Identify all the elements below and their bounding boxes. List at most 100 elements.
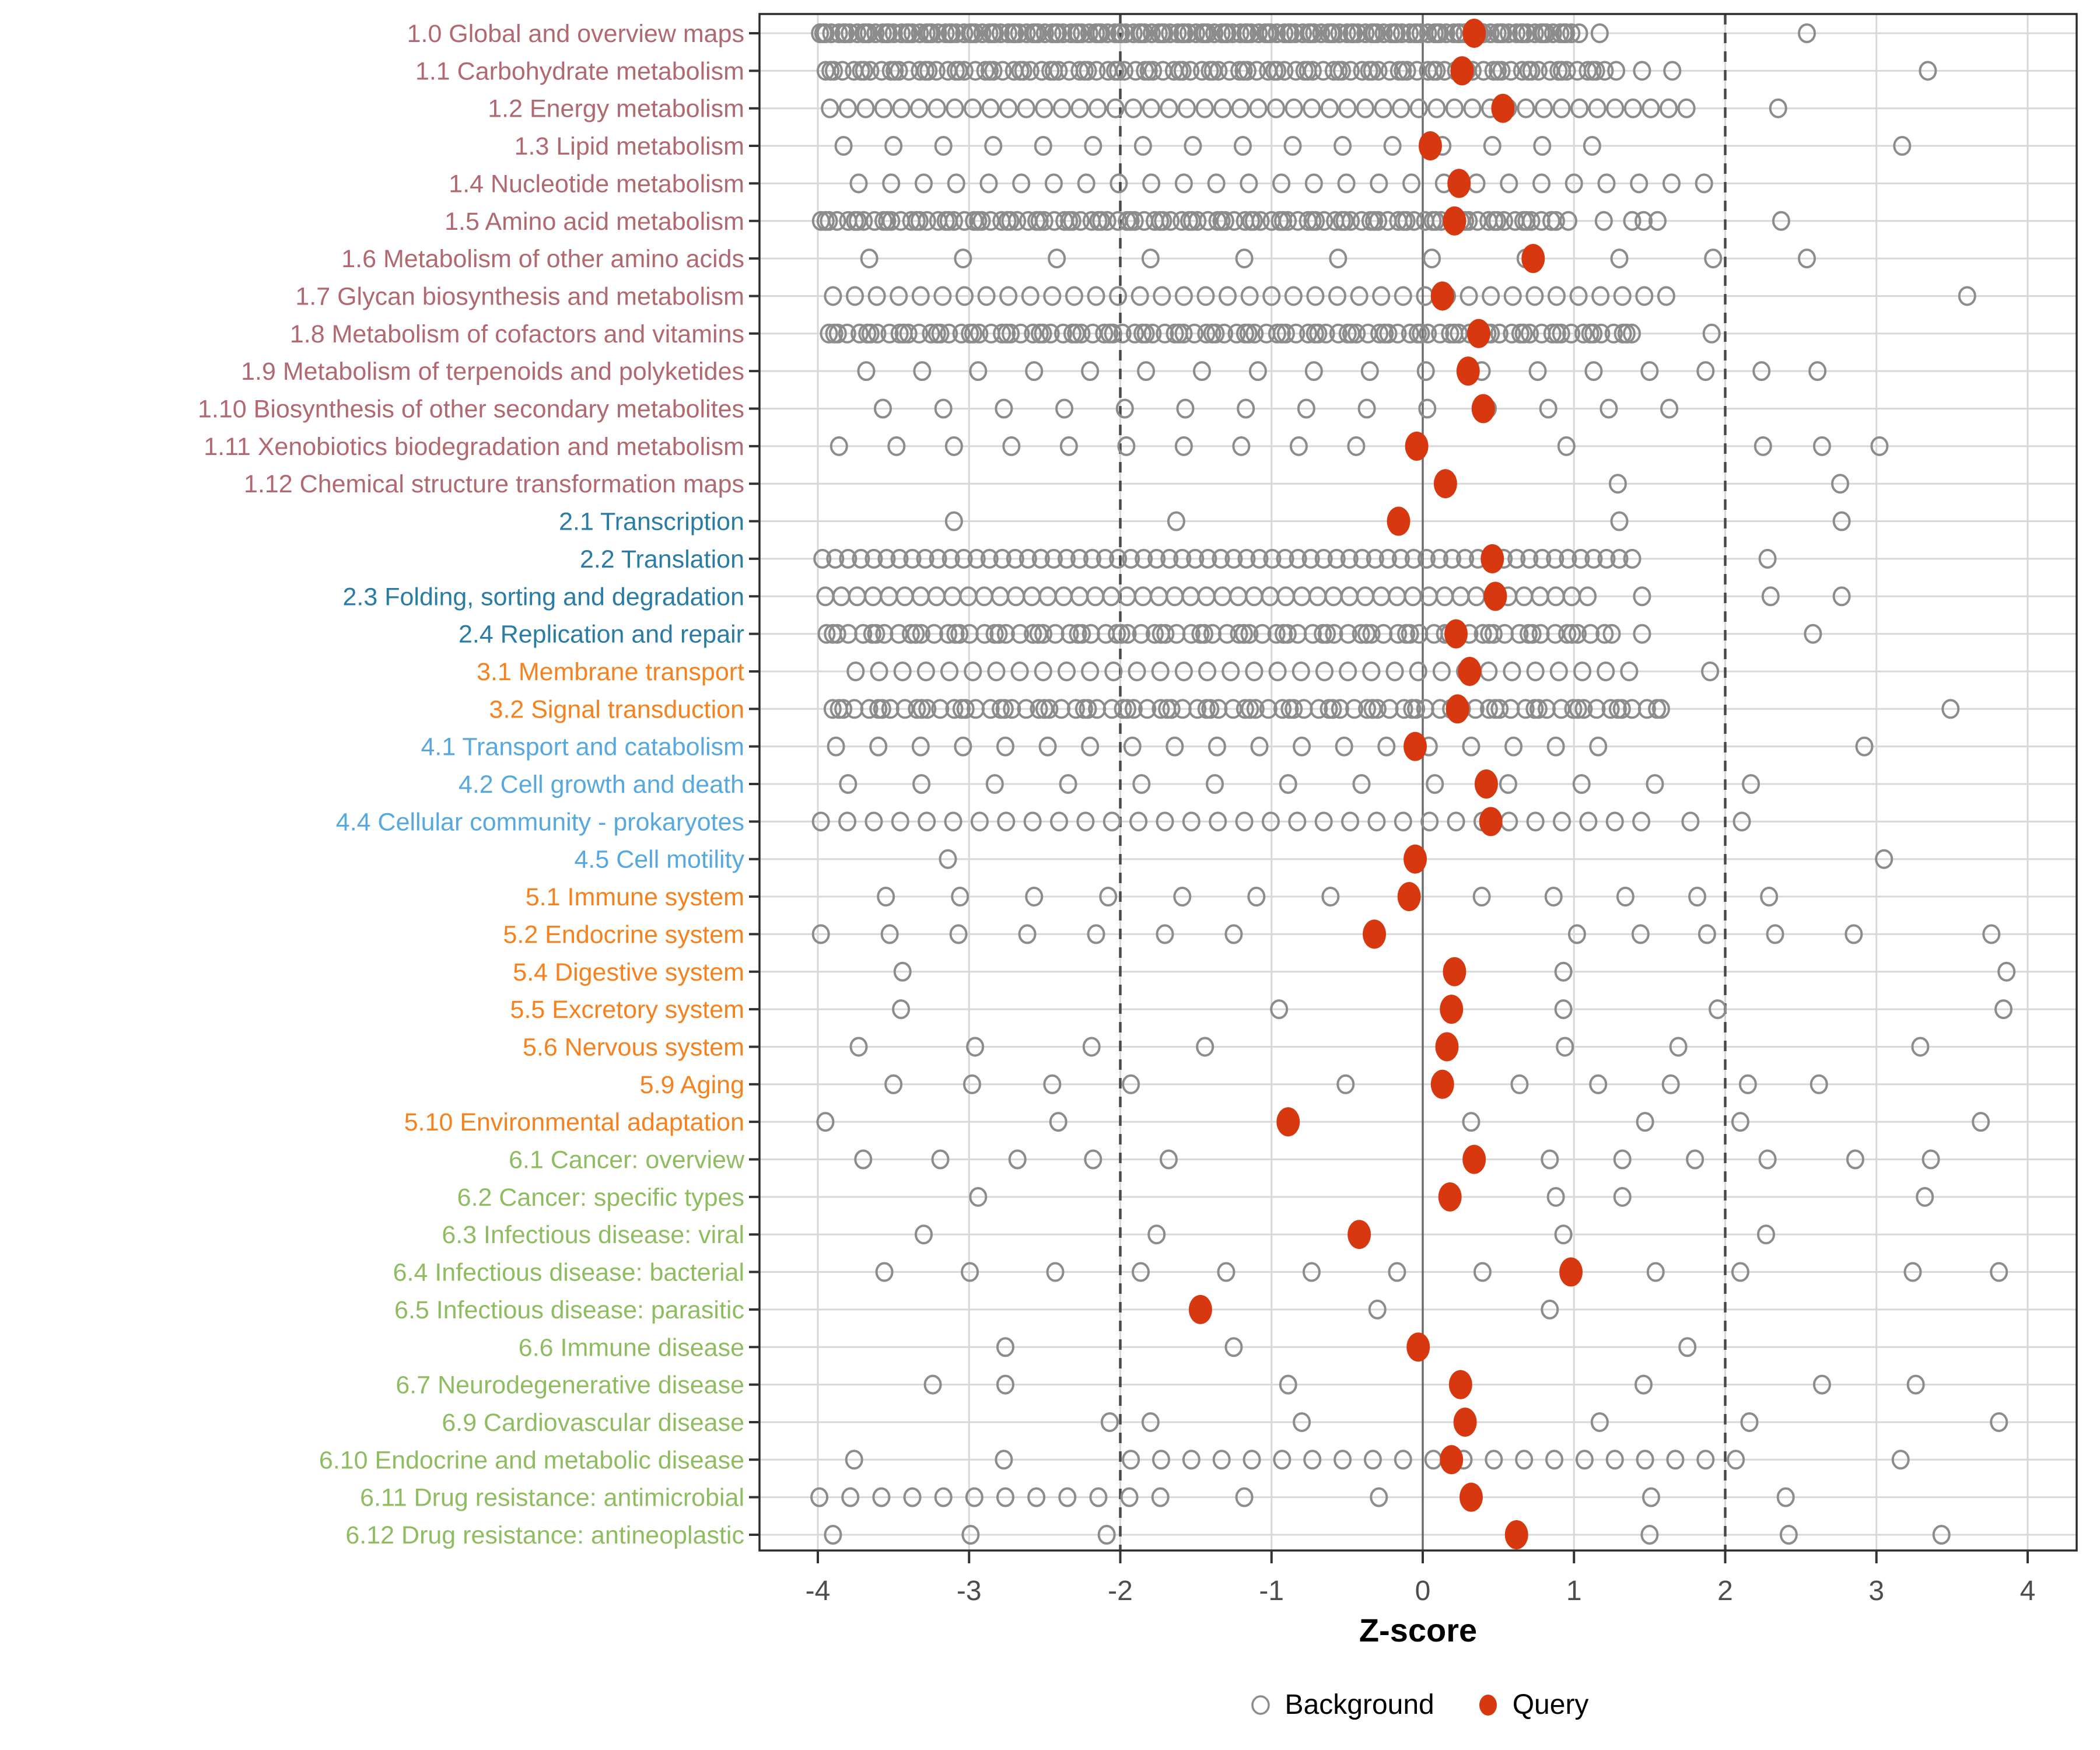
background-point (1610, 548, 1629, 569)
background-point (1633, 61, 1651, 81)
background-point (1253, 624, 1272, 644)
background-point (1431, 323, 1450, 344)
background-point (1990, 1412, 2008, 1432)
background-point (1008, 1149, 1027, 1170)
background-point (1035, 23, 1054, 43)
background-point (918, 211, 936, 231)
background-point (1188, 211, 1207, 231)
background-point (1079, 699, 1097, 719)
background-point (1151, 1487, 1170, 1507)
background-point (1423, 249, 1441, 269)
background-point (1161, 211, 1180, 231)
y-axis-label: 6.4 Infectious disease: bacterial (393, 1259, 744, 1287)
background-point (1112, 624, 1130, 644)
background-point (1463, 98, 1482, 118)
background-point (1635, 286, 1654, 306)
query-point (1276, 1107, 1300, 1137)
background-point (1427, 98, 1446, 118)
background-point (1769, 98, 1787, 118)
background-point (967, 548, 986, 569)
background-point (1109, 548, 1128, 569)
background-point (1034, 624, 1052, 644)
background-point (1372, 286, 1391, 306)
background-point (1077, 173, 1096, 194)
background-point (1832, 511, 1851, 531)
background-point (1218, 23, 1237, 43)
background-point (893, 961, 912, 982)
x-tick-label: 0 (1415, 1576, 1431, 1606)
background-point (826, 548, 845, 569)
background-point (1174, 323, 1193, 344)
y-axis-label: 6.5 Infectious disease: parasitic (394, 1296, 744, 1324)
y-axis-label: 4.2 Cell growth and death (459, 771, 744, 799)
background-point (827, 736, 845, 757)
background-point (1516, 699, 1535, 719)
background-point (910, 323, 929, 344)
background-point (834, 136, 853, 156)
background-point (834, 699, 853, 719)
background-point (1752, 361, 1771, 382)
y-axis-label: 5.5 Excretory system (510, 996, 744, 1024)
background-point (854, 1149, 873, 1170)
background-point (1186, 23, 1205, 43)
background-point (1038, 736, 1057, 757)
background-point (1891, 1450, 1910, 1470)
x-tick-label: -2 (1108, 1576, 1133, 1606)
background-point (1125, 323, 1144, 344)
background-point (949, 924, 968, 944)
background-point (1138, 699, 1157, 719)
background-point (1233, 136, 1252, 156)
background-point (940, 323, 958, 344)
background-point (1261, 23, 1280, 43)
background-point (1443, 548, 1462, 569)
query-point (1521, 244, 1545, 274)
background-point (1236, 699, 1254, 719)
background-point (1079, 61, 1097, 81)
background-point (1352, 774, 1371, 794)
background-point (1648, 211, 1667, 231)
background-point (1350, 286, 1368, 306)
background-point (1616, 887, 1634, 907)
background-point (1245, 661, 1264, 681)
background-point (1831, 474, 1850, 494)
background-point (1201, 699, 1220, 719)
background-point (1353, 548, 1371, 569)
background-point (1293, 736, 1311, 757)
background-point (838, 323, 856, 344)
background-point (1541, 1299, 1559, 1320)
background-point (997, 811, 1016, 832)
background-point (828, 323, 847, 344)
background-point (1080, 23, 1098, 43)
background-point (1160, 548, 1179, 569)
background-point (931, 699, 950, 719)
background-point (1474, 61, 1493, 81)
background-point (993, 61, 1012, 81)
background-point (1173, 548, 1192, 569)
background-point (1472, 887, 1491, 907)
background-point (1216, 211, 1234, 231)
background-point (1602, 624, 1621, 644)
background-point (1219, 286, 1237, 306)
background-point (1184, 136, 1202, 156)
background-point (1369, 211, 1388, 231)
background-point (944, 211, 963, 231)
background-point (1006, 548, 1024, 569)
background-point (1456, 548, 1475, 569)
query-point (1491, 93, 1515, 123)
background-point (1153, 286, 1171, 306)
query-point (1453, 1407, 1477, 1437)
background-point (879, 23, 898, 43)
background-point (1510, 624, 1529, 644)
legend-label-query: Query (1512, 1689, 1589, 1720)
query-point (1440, 995, 1464, 1024)
background-point (1317, 323, 1335, 344)
background-point (1569, 624, 1587, 644)
background-point (1776, 1487, 1795, 1507)
background-point (823, 699, 842, 719)
background-point (1529, 699, 1548, 719)
background-point (934, 136, 953, 156)
background-point (1156, 323, 1174, 344)
background-point (1174, 286, 1193, 306)
background-point (1299, 323, 1318, 344)
background-point (1083, 548, 1102, 569)
